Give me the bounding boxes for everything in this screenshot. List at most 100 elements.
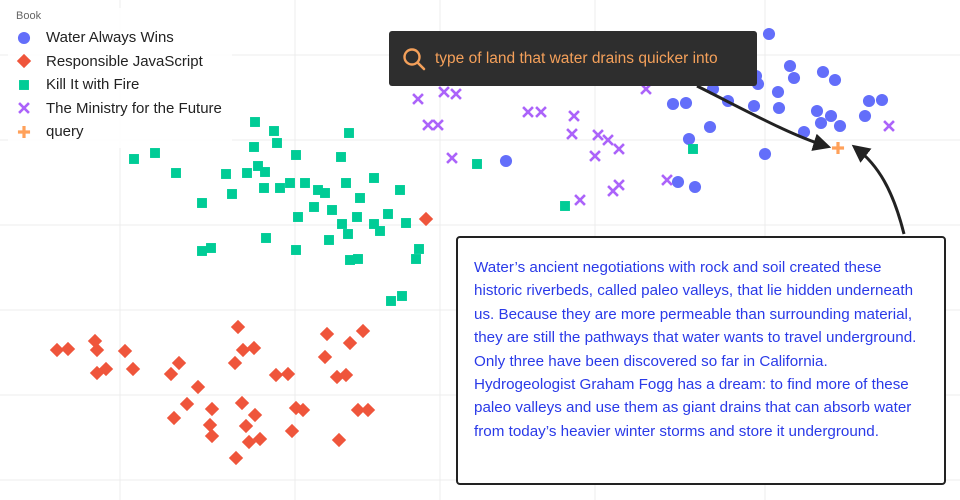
data-point[interactable] <box>171 355 187 371</box>
data-point[interactable] <box>592 129 604 141</box>
data-point[interactable] <box>242 168 252 178</box>
data-point[interactable] <box>414 244 424 254</box>
data-point[interactable] <box>87 333 103 349</box>
data-point[interactable] <box>679 96 693 110</box>
data-point[interactable] <box>661 174 673 186</box>
data-point[interactable] <box>337 219 347 229</box>
data-point[interactable] <box>355 193 365 203</box>
data-point[interactable] <box>875 93 889 107</box>
data-point[interactable] <box>422 119 434 131</box>
data-point[interactable] <box>446 152 458 164</box>
data-point[interactable] <box>197 246 207 256</box>
data-point[interactable] <box>383 209 393 219</box>
legend-item[interactable]: Responsible JavaScript <box>16 50 222 74</box>
data-point[interactable] <box>250 117 260 127</box>
data-point[interactable] <box>369 173 379 183</box>
data-point[interactable] <box>613 143 625 155</box>
data-point[interactable] <box>499 154 513 168</box>
data-point[interactable] <box>319 326 335 342</box>
data-point[interactable] <box>295 402 311 418</box>
data-point[interactable] <box>360 402 376 418</box>
data-point[interactable] <box>49 342 65 358</box>
data-point[interactable] <box>418 211 434 227</box>
data-point[interactable] <box>331 432 347 448</box>
data-point[interactable] <box>60 341 76 357</box>
data-point[interactable] <box>261 233 271 243</box>
data-point[interactable] <box>202 417 218 433</box>
data-point[interactable] <box>412 93 424 105</box>
data-point[interactable] <box>787 71 801 85</box>
data-point[interactable] <box>327 205 337 215</box>
data-point[interactable] <box>747 99 761 113</box>
data-point[interactable] <box>253 161 263 171</box>
data-point[interactable] <box>522 106 534 118</box>
data-point[interactable] <box>284 423 300 439</box>
data-point[interactable] <box>862 94 876 108</box>
data-point[interactable] <box>438 86 450 98</box>
data-point[interactable] <box>369 219 379 229</box>
data-point[interactable] <box>260 167 270 177</box>
data-point[interactable] <box>828 73 842 87</box>
data-point[interactable] <box>566 128 578 140</box>
data-point[interactable] <box>285 178 295 188</box>
data-point[interactable] <box>329 369 345 385</box>
data-point[interactable] <box>272 138 282 148</box>
data-point[interactable] <box>291 245 301 255</box>
data-point[interactable] <box>338 367 354 383</box>
data-point[interactable] <box>343 229 353 239</box>
data-point[interactable] <box>320 188 330 198</box>
data-point[interactable] <box>300 178 310 188</box>
data-point[interactable] <box>197 198 207 208</box>
data-point[interactable] <box>309 202 319 212</box>
data-point[interactable] <box>228 450 244 466</box>
data-point[interactable] <box>291 150 301 160</box>
data-point[interactable] <box>352 212 362 222</box>
data-point[interactable] <box>227 189 237 199</box>
data-point[interactable] <box>574 194 586 206</box>
data-point[interactable] <box>341 178 351 188</box>
data-point[interactable] <box>275 183 285 193</box>
data-point[interactable] <box>883 120 895 132</box>
data-point[interactable] <box>682 132 696 146</box>
data-point[interactable] <box>313 185 323 195</box>
data-point[interactable] <box>772 101 786 115</box>
data-point[interactable] <box>810 104 824 118</box>
data-point[interactable] <box>280 366 296 382</box>
data-point[interactable] <box>771 85 785 99</box>
data-point[interactable] <box>268 367 284 383</box>
data-point[interactable] <box>758 147 772 161</box>
query-point[interactable] <box>831 141 845 155</box>
data-point[interactable] <box>171 168 181 178</box>
data-point[interactable] <box>607 185 619 197</box>
data-point[interactable] <box>221 169 231 179</box>
data-point[interactable] <box>350 402 366 418</box>
data-point[interactable] <box>247 407 263 423</box>
data-point[interactable] <box>814 116 828 130</box>
data-point[interactable] <box>353 254 363 264</box>
data-point[interactable] <box>411 254 421 264</box>
data-point[interactable] <box>317 349 333 365</box>
data-point[interactable] <box>589 150 601 162</box>
data-point[interactable] <box>235 342 251 358</box>
data-point[interactable] <box>98 361 114 377</box>
data-point[interactable] <box>344 128 354 138</box>
data-point[interactable] <box>234 395 250 411</box>
data-point[interactable] <box>246 340 262 356</box>
data-point[interactable] <box>671 175 685 189</box>
data-point[interactable] <box>858 109 872 123</box>
data-point[interactable] <box>568 110 580 122</box>
data-point[interactable] <box>89 365 105 381</box>
data-point[interactable] <box>324 235 334 245</box>
data-point[interactable] <box>797 125 811 139</box>
data-point[interactable] <box>824 109 838 123</box>
data-point[interactable] <box>345 255 355 265</box>
data-point[interactable] <box>688 180 702 194</box>
data-point[interactable] <box>238 418 254 434</box>
data-point[interactable] <box>288 400 304 416</box>
data-point[interactable] <box>150 148 160 158</box>
data-point[interactable] <box>355 323 371 339</box>
legend-item[interactable]: query <box>16 120 222 144</box>
data-point[interactable] <box>783 59 797 73</box>
data-point[interactable] <box>249 142 259 152</box>
data-point[interactable] <box>269 126 279 136</box>
